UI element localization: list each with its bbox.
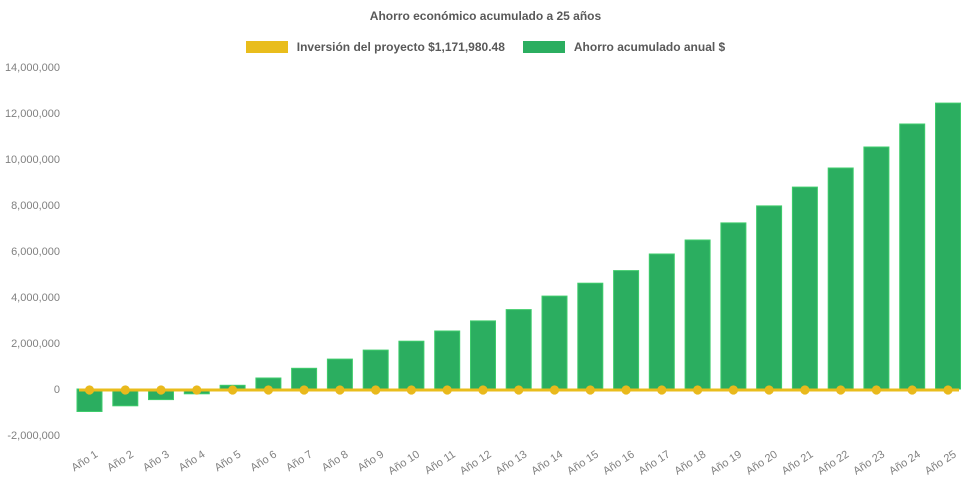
x-tick-label: Año 3 (141, 448, 172, 474)
x-tick-label: Año 19 (708, 448, 744, 477)
x-tick-label: Año 14 (529, 448, 565, 477)
x-tick-label: Año 1 (69, 448, 100, 474)
investment-line-marker-7 (299, 385, 309, 395)
investment-line-marker-10 (406, 385, 416, 395)
bar-year-20 (756, 205, 783, 390)
x-tick-label: Año 18 (672, 448, 708, 477)
investment-line-marker-14 (549, 385, 560, 395)
investment-line-marker-2 (120, 385, 130, 395)
y-tick-label: 10,000,000 (5, 154, 60, 166)
bar-year-12 (470, 320, 496, 390)
bar-year-18 (684, 239, 711, 390)
chart-legend: Inversión del proyecto $1,171,980.48 Aho… (0, 40, 971, 54)
x-tick-label: Año 22 (816, 448, 852, 477)
x-tick-label: Año 25 (923, 448, 959, 477)
bar-year-16 (613, 270, 640, 390)
investment-line-marker-15 (585, 385, 595, 395)
bar-year-14 (541, 295, 568, 390)
y-tick-label: 2,000,000 (11, 338, 60, 350)
y-tick-label: 4,000,000 (11, 292, 60, 304)
bar-year-9 (362, 349, 389, 390)
legend-label-investment: Inversión del proyecto $1,171,980.48 (296, 40, 505, 54)
investment-line-marker-8 (335, 385, 345, 395)
x-tick-label: Año 16 (601, 448, 637, 477)
investment-line-marker-20 (764, 385, 774, 395)
bar-year-21 (791, 186, 818, 390)
investment-line-marker-6 (263, 385, 273, 395)
legend-label-savings: Ahorro acumulado anual $ (573, 40, 726, 54)
x-tick-label: Año 9 (356, 448, 387, 474)
investment-line-marker-17 (657, 385, 667, 395)
x-tick-label: Año 24 (887, 448, 923, 477)
x-tick-label: Año 13 (494, 448, 530, 477)
bar-year-10 (398, 340, 425, 390)
y-tick-label: 14,000,000 (5, 62, 60, 74)
investment-line-marker-12 (478, 385, 488, 395)
y-tick-label: 8,000,000 (11, 200, 60, 212)
investment-line-marker-5 (228, 385, 238, 395)
bar-year-19 (720, 222, 747, 390)
investment-line-marker-25 (943, 385, 953, 395)
bar-year-22 (827, 167, 854, 390)
y-tick-label: -2,000,000 (7, 430, 60, 442)
x-tick-label: Año 10 (386, 448, 422, 477)
investment-line-marker-19 (728, 385, 739, 395)
bar-year-24 (899, 123, 926, 390)
investment-line-marker-4 (192, 385, 202, 395)
investment-line-marker-3 (156, 385, 166, 395)
x-tick-label: Año 20 (744, 448, 780, 477)
investment-line-marker-9 (371, 385, 381, 395)
x-tick-label: Año 17 (637, 448, 673, 477)
x-tick-label: Año 2 (105, 448, 136, 474)
bar-year-17 (648, 253, 675, 390)
investment-line-marker-1 (84, 385, 95, 395)
x-tick-label: Año 12 (458, 448, 494, 477)
x-tick-label: Año 6 (248, 448, 279, 474)
x-tick-label: Año 4 (177, 448, 208, 474)
x-tick-label: Año 8 (320, 448, 351, 474)
y-tick-label: 0 (54, 384, 60, 396)
bar-year-15 (577, 282, 604, 390)
legend-swatch-savings (522, 41, 565, 53)
investment-line-marker-23 (871, 385, 882, 395)
x-tick-label: Año 21 (780, 448, 816, 477)
x-tick-label: Año 7 (284, 448, 315, 474)
bar-year-13 (505, 309, 532, 390)
investment-line-marker-16 (621, 385, 631, 395)
x-tick-label: Año 23 (851, 448, 887, 477)
x-tick-label: Año 11 (423, 448, 458, 477)
investment-line-marker-18 (693, 385, 703, 395)
bar-year-8 (326, 358, 353, 390)
bar-year-25 (935, 102, 961, 390)
y-tick-label: 12,000,000 (5, 108, 60, 120)
y-tick-label: 6,000,000 (11, 246, 60, 258)
investment-line-marker-22 (836, 385, 846, 395)
chart-title: Ahorro económico acumulado a 25 años (369, 9, 602, 23)
investment-line-marker-24 (907, 385, 917, 395)
bar-year-23 (863, 146, 890, 390)
legend-swatch-investment (245, 41, 288, 53)
x-tick-label: Año 15 (565, 448, 601, 477)
investment-line-marker-13 (514, 385, 524, 395)
bar-year-11 (434, 330, 461, 390)
x-tick-label: Año 5 (213, 448, 244, 474)
investment-line-marker-11 (442, 385, 452, 395)
investment-line-marker-21 (800, 385, 810, 395)
